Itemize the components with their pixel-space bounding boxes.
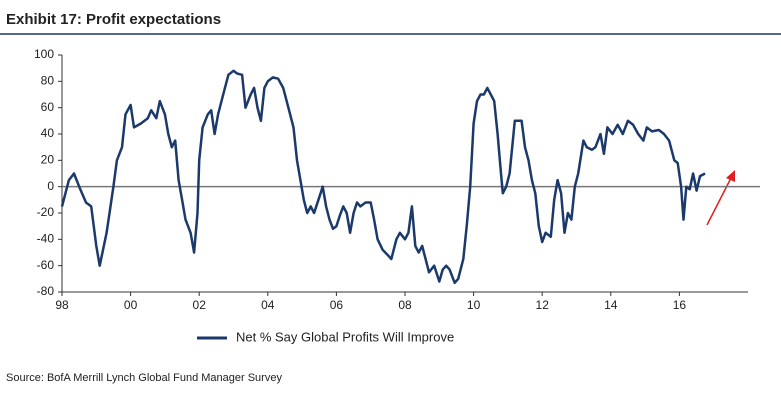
x-tick-label: 10 — [467, 298, 481, 312]
x-tick-label: 16 — [673, 298, 687, 312]
y-tick-label: 0 — [47, 179, 54, 193]
y-tick-label: 20 — [41, 153, 55, 167]
source: Source: BofA Merrill Lynch Global Fund M… — [6, 372, 282, 384]
arrow — [706, 175, 733, 226]
x-tick-label: 00 — [124, 298, 138, 312]
x-tick-label: 06 — [330, 298, 344, 312]
chart-title: Exhibit 17: Profit expectations — [6, 11, 221, 28]
x-tick-label: 12 — [536, 298, 550, 312]
x-tick-label: 08 — [398, 298, 412, 312]
y-tick-label: 80 — [41, 74, 55, 88]
legend-label: Net % Say Global Profits Will Improve — [236, 329, 454, 344]
arrow-head — [726, 170, 735, 182]
series-line — [60, 69, 706, 285]
y-tick-label: -80 — [37, 284, 55, 298]
x-tick-label: 98 — [55, 298, 69, 312]
y-tick-label: 40 — [41, 126, 55, 140]
y-tick-label: -20 — [37, 205, 55, 219]
y-tick-label: 100 — [34, 47, 54, 61]
x-tick-label: 14 — [604, 298, 618, 312]
y-tick-label: -40 — [37, 232, 55, 246]
x-tick-label: 02 — [193, 298, 207, 312]
y-tick-label: -60 — [37, 258, 55, 272]
x-tick-label: 04 — [261, 298, 275, 312]
y-tick-label: 60 — [41, 100, 55, 114]
